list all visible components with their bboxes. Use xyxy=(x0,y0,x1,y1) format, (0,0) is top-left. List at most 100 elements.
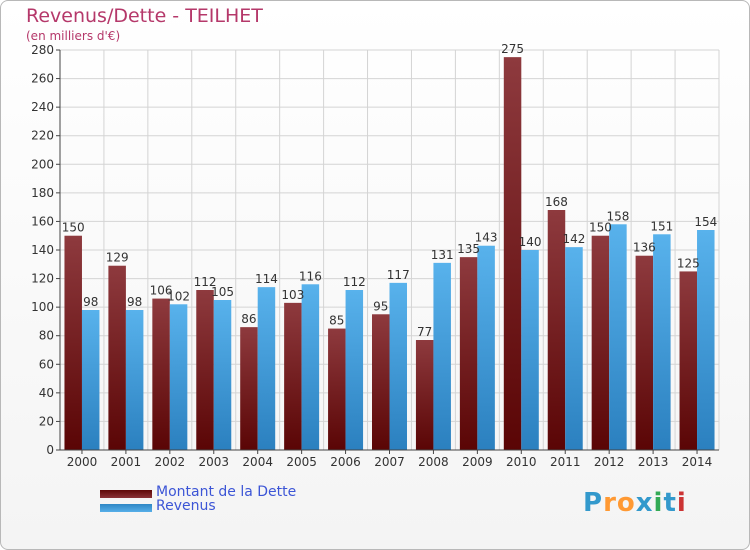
data-label-dette-2008: 77 xyxy=(417,325,432,339)
legend-swatch-dette xyxy=(100,490,152,498)
bar-revenus-2007 xyxy=(389,282,407,450)
data-label-revenus-2005: 116 xyxy=(299,269,322,283)
bar-dette-2002 xyxy=(152,298,170,450)
data-label-revenus-2006: 112 xyxy=(343,275,366,289)
data-label-dette-2007: 95 xyxy=(373,299,388,313)
y-tick-label: 0 xyxy=(46,443,54,457)
data-label-revenus-2012: 158 xyxy=(606,209,629,223)
bar-revenus-2014 xyxy=(697,230,715,450)
bar-dette-2004 xyxy=(240,327,258,450)
bar-dette-2001 xyxy=(108,265,126,450)
proxiti-logo: Proxiti xyxy=(583,488,687,518)
legend-label-dette: Montant de la Dette xyxy=(156,484,297,500)
x-tick-label: 2006 xyxy=(330,455,361,469)
x-tick-label: 2009 xyxy=(462,455,493,469)
data-label-revenus-2004: 114 xyxy=(255,272,278,286)
y-tick-label: 180 xyxy=(31,186,54,200)
data-label-revenus-2013: 151 xyxy=(650,219,673,233)
logo-letter: i xyxy=(653,488,664,518)
x-tick-label: 2007 xyxy=(374,455,405,469)
y-tick-label: 40 xyxy=(39,386,54,400)
legend-swatch-revenus xyxy=(100,504,152,512)
bar-revenus-2002 xyxy=(169,304,188,450)
y-tick-label: 280 xyxy=(31,43,54,57)
bar-revenus-2003 xyxy=(213,300,232,450)
bar-revenus-2009 xyxy=(477,245,495,450)
bar-revenus-2005 xyxy=(301,284,320,450)
data-labels: 1509812998106102112105861141031168511295… xyxy=(62,42,717,339)
chart-subtitle: (en milliers d'€) xyxy=(26,29,121,43)
x-tick-label: 2000 xyxy=(67,455,98,469)
bar-dette-2013 xyxy=(635,255,654,450)
data-label-dette-2005: 103 xyxy=(281,288,304,302)
bar-dette-2011 xyxy=(547,210,566,450)
logo-letter: i xyxy=(676,488,687,518)
data-label-dette-2013: 136 xyxy=(633,241,656,255)
y-tick-label: 260 xyxy=(31,72,54,86)
x-tick-label: 2002 xyxy=(155,455,186,469)
bar-revenus-2000 xyxy=(81,310,100,450)
bar-revenus-2010 xyxy=(521,250,539,450)
x-tick-label: 2008 xyxy=(418,455,449,469)
data-label-dette-2002: 106 xyxy=(150,284,173,298)
data-label-revenus-2002: 102 xyxy=(167,289,190,303)
y-tick-label: 60 xyxy=(39,357,54,371)
y-tick-label: 100 xyxy=(31,300,54,314)
logo-letter: P xyxy=(583,488,604,518)
logo-letter: r xyxy=(603,488,617,518)
data-label-revenus-2011: 142 xyxy=(563,232,586,246)
data-label-revenus-2000: 98 xyxy=(83,295,98,309)
bar-revenus-2001 xyxy=(125,310,144,450)
x-tick-label: 2011 xyxy=(550,455,581,469)
x-tick-label: 2013 xyxy=(638,455,669,469)
bar-dette-2014 xyxy=(679,271,698,450)
data-label-dette-2001: 129 xyxy=(106,251,129,265)
bar-dette-2012 xyxy=(591,235,610,450)
bar-dette-2006 xyxy=(328,328,346,450)
data-label-revenus-2007: 117 xyxy=(387,268,410,282)
logo-letter: o xyxy=(616,488,636,518)
data-label-revenus-2009: 143 xyxy=(475,231,498,245)
y-tick-label: 240 xyxy=(31,100,54,114)
data-label-revenus-2008: 131 xyxy=(431,248,454,262)
data-label-revenus-2003: 105 xyxy=(211,285,234,299)
bar-dette-2007 xyxy=(372,314,390,450)
data-label-dette-2003: 112 xyxy=(194,275,217,289)
bar-revenus-2004 xyxy=(257,287,276,450)
data-label-dette-2012: 150 xyxy=(589,221,612,235)
y-tick-label: 120 xyxy=(31,272,54,286)
y-tick-label: 80 xyxy=(39,329,54,343)
data-label-dette-2000: 150 xyxy=(62,221,85,235)
bar-revenus-2006 xyxy=(345,290,364,450)
data-label-revenus-2010: 140 xyxy=(519,235,542,249)
y-tick-label: 220 xyxy=(31,129,54,143)
bar-dette-2009 xyxy=(459,257,478,450)
bar-revenus-2011 xyxy=(565,247,583,450)
data-label-dette-2014: 125 xyxy=(677,256,700,270)
x-tick-label: 2003 xyxy=(198,455,229,469)
bar-dette-2008 xyxy=(415,340,434,450)
chart-title: Revenus/Dette - TEILHET xyxy=(26,5,263,27)
x-tick-label: 2005 xyxy=(286,455,317,469)
bar-dette-2005 xyxy=(284,302,302,450)
data-label-dette-2004: 86 xyxy=(241,312,256,326)
y-tick-label: 200 xyxy=(31,157,54,171)
logo-letter: t xyxy=(663,488,677,518)
x-tick-label: 2014 xyxy=(682,455,713,469)
bar-dette-2010 xyxy=(503,57,522,451)
data-label-dette-2006: 85 xyxy=(329,314,344,328)
y-tick-label: 20 xyxy=(39,414,54,428)
bar-dette-2003 xyxy=(196,290,214,450)
bars xyxy=(64,57,715,451)
axes: 0 20 40 60 80 100 120 140 160 180 200 220 240 260 280 2… xyxy=(31,43,719,469)
x-tick-label: 2004 xyxy=(242,455,273,469)
bar-revenus-2012 xyxy=(609,224,627,450)
x-tick-label: 2001 xyxy=(111,455,142,469)
y-tick-label: 160 xyxy=(31,214,54,228)
bar-revenus-2013 xyxy=(653,234,671,450)
logo-letter: x xyxy=(635,488,654,518)
data-label-dette-2011: 168 xyxy=(545,195,568,209)
data-label-dette-2010: 275 xyxy=(501,42,524,56)
data-label-dette-2009: 135 xyxy=(457,242,480,256)
